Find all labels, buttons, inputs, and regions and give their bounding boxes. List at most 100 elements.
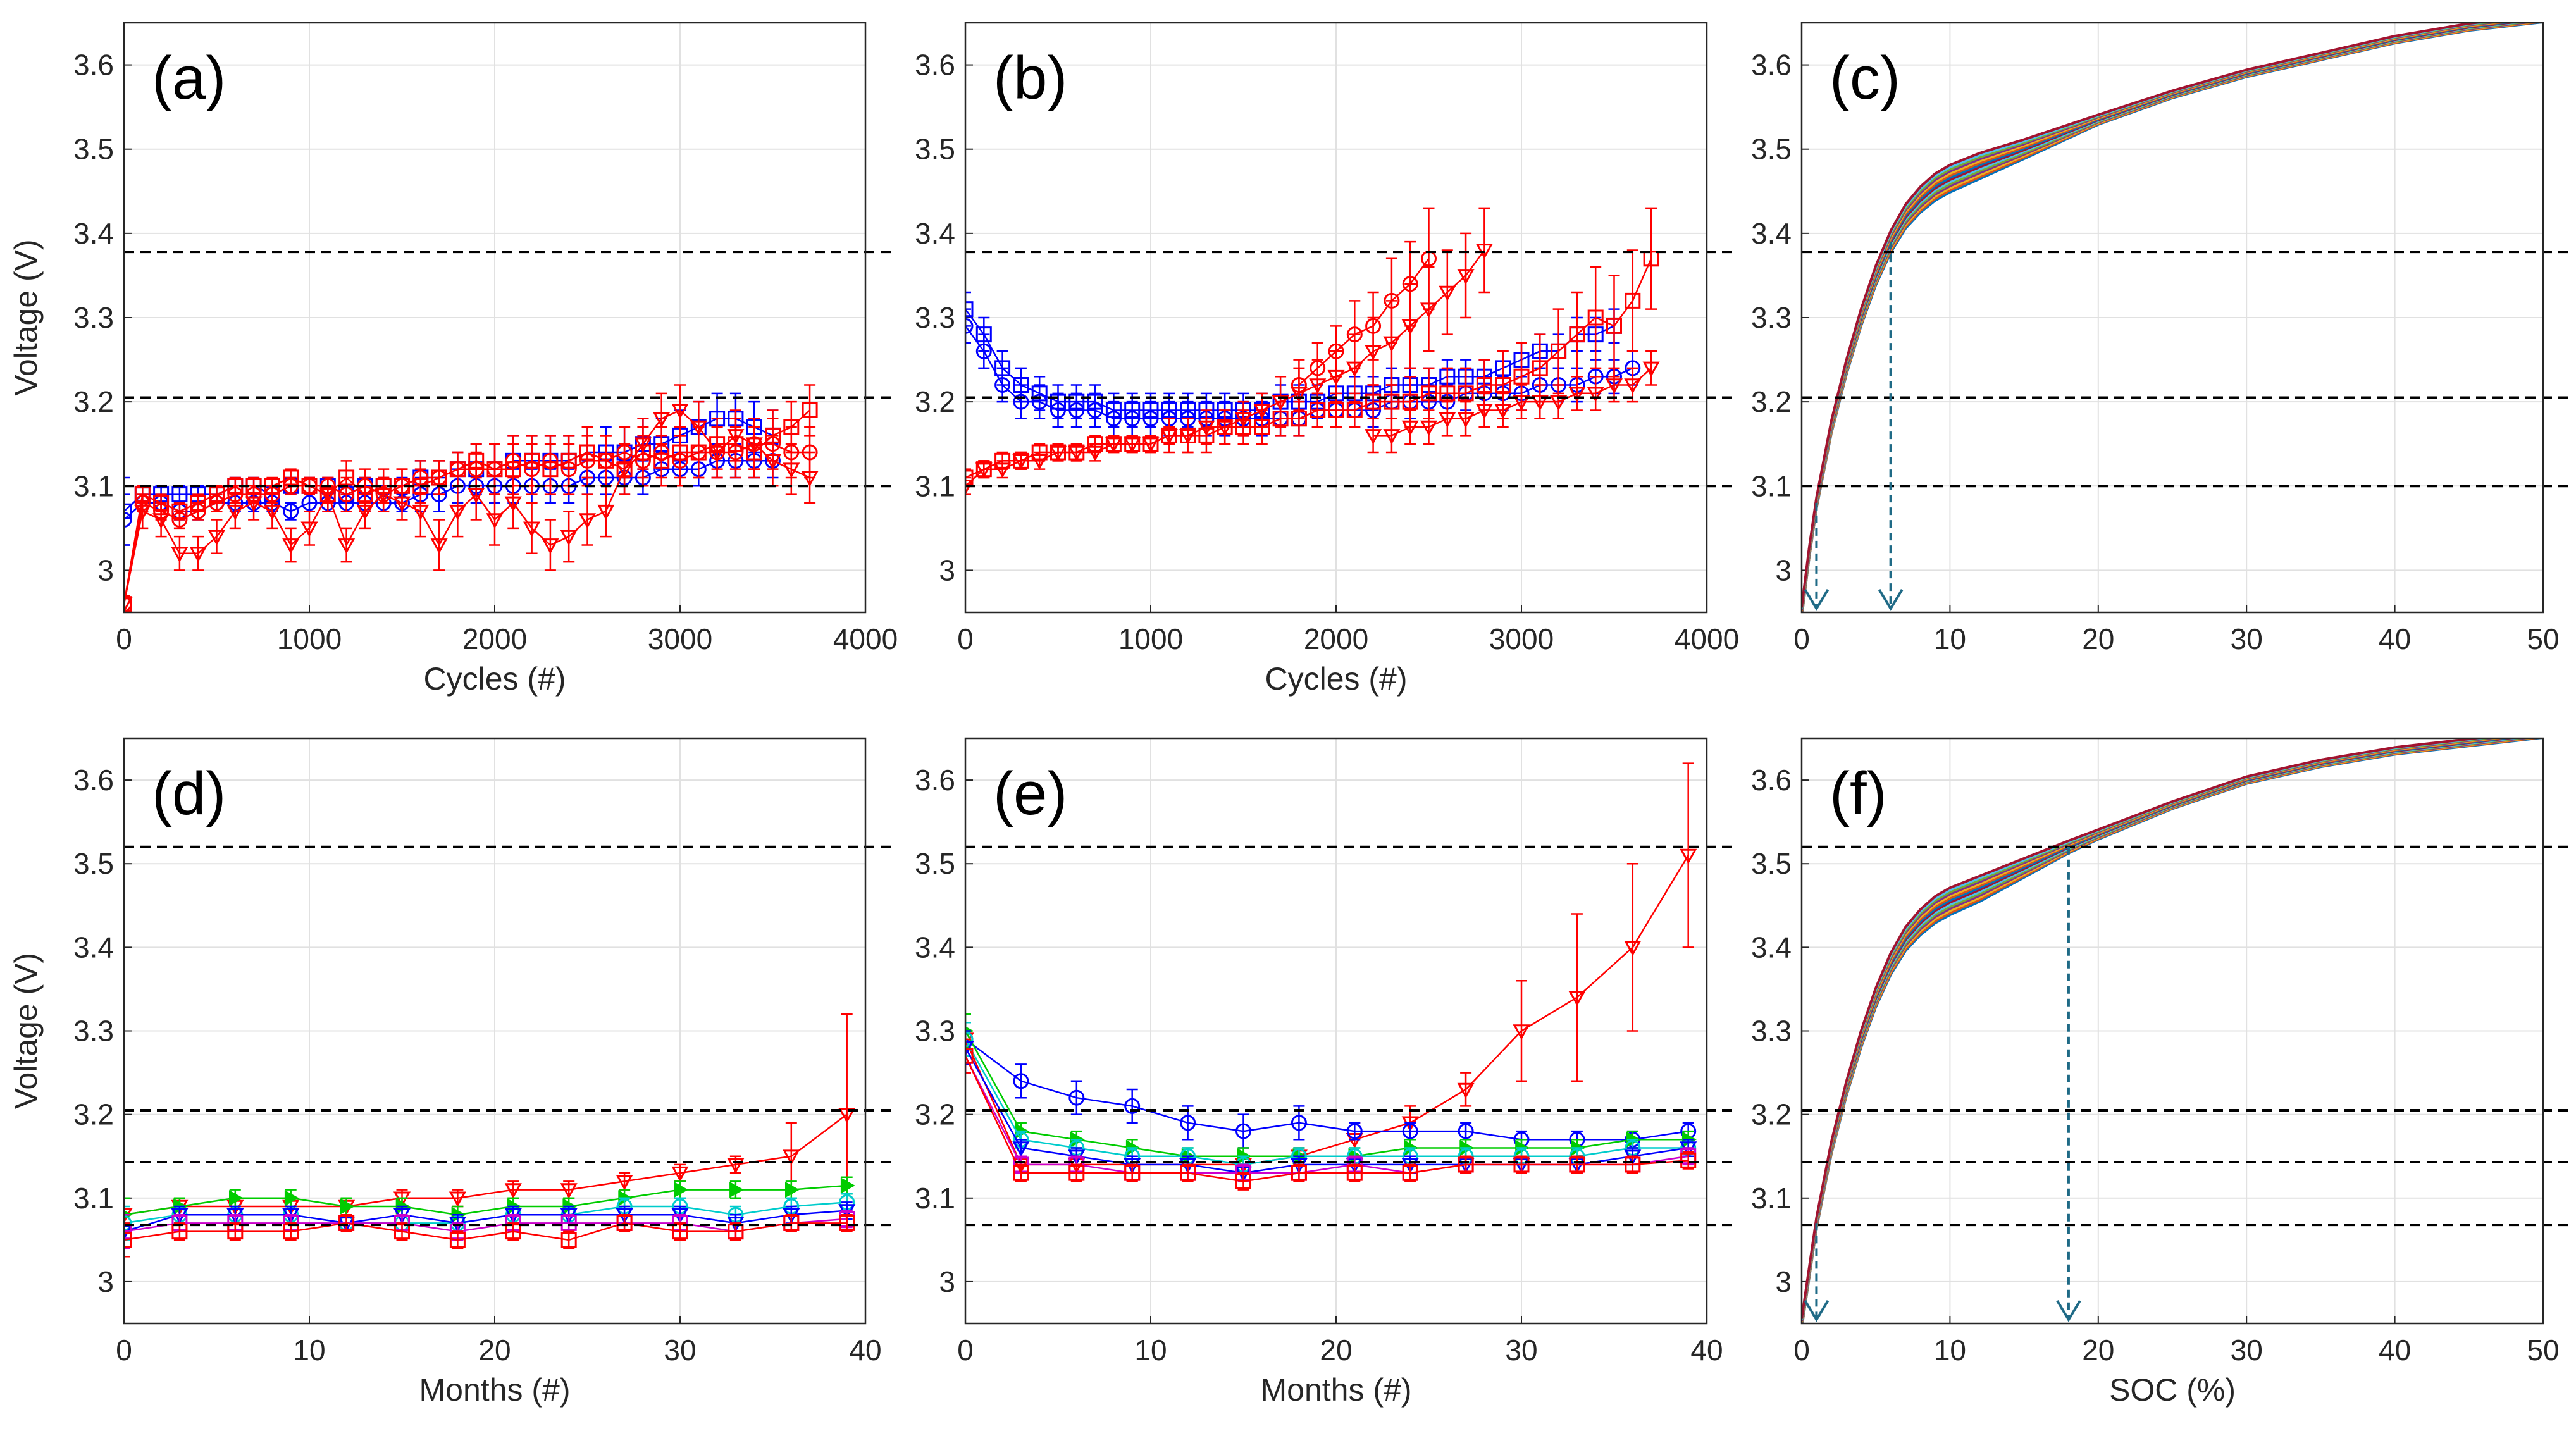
x-tick-label: 20 [1320,1334,1352,1366]
data-point [430,538,448,554]
y-tick-label: 3.1 [73,1182,114,1215]
data-point [1643,251,1659,267]
data-point [189,547,207,562]
data-point [504,1183,522,1199]
y-tick-label: 3.4 [1751,217,1792,250]
data-point [1124,1098,1141,1114]
data-point [171,486,188,503]
data-point [449,1232,466,1248]
x-tick-label: 10 [1934,1334,1966,1366]
series-line [124,1113,848,1216]
data-point [690,420,707,437]
data-point [616,462,633,478]
data-point [783,1215,800,1231]
data-point [1086,445,1104,462]
data-point [1457,269,1475,285]
y-axis-label: Voltage (V) [8,239,44,395]
data-point [431,469,447,486]
data-point [1013,393,1029,410]
data-point [1625,292,1641,309]
x-tick-label: 10 [1134,1334,1167,1366]
x-tick-label: 10 [1934,623,1966,655]
data-point [1383,429,1401,445]
data-point [1642,361,1660,377]
data-point [1365,393,1382,410]
data-point [1031,454,1048,470]
plot-content [965,207,1660,495]
panel-label: (f) [1830,760,1887,827]
data-point [1346,1165,1363,1181]
y-tick-label: 3.6 [915,49,955,82]
data-point [1050,402,1066,418]
data-point [356,504,374,521]
plot-content [124,1013,856,1258]
data-point [394,1224,410,1240]
data-point [124,1224,132,1240]
data-point [579,452,595,469]
x-tick-label: 40 [2379,1334,2411,1366]
data-point [1180,1115,1196,1131]
series-line [965,1055,1688,1182]
data-point [542,452,559,469]
panel-label: (e) [993,760,1067,827]
data-point [764,454,782,470]
data-point [1531,395,1549,411]
x-tick-label: 0 [1793,1334,1810,1366]
data-point [1568,387,1586,402]
data-point [1625,1156,1641,1173]
data-point [1142,437,1160,453]
data-point [560,1183,578,1199]
axes-box [1800,22,2544,614]
x-tick-label: 30 [1505,1334,1537,1366]
x-tick-label: 20 [478,1334,511,1366]
data-point [283,503,299,519]
x-axis-label: Months (#) [419,1372,571,1408]
data-point [1105,411,1122,427]
data-point [1365,429,1382,445]
data-point [338,538,356,554]
x-axis-label: Cycles (#) [1265,661,1407,697]
data-point [301,495,318,511]
data-point [1551,343,1567,359]
x-tick-label: 0 [116,1334,132,1366]
y-tick-label: 3.6 [73,764,114,796]
y-tick-label: 3 [97,1265,114,1298]
soc-curve [1802,738,2487,1319]
x-axis-label: Months (#) [1261,1372,1412,1408]
panel-d: 0 10 20 30 40 3 3.1 3.2 3.3 3.4 3.5 3.6 (d) Months (#… [8,737,895,1408]
data-point [1346,361,1363,377]
x-tick-label: 2000 [1304,623,1368,655]
data-point [449,504,466,521]
data-point [1013,1073,1029,1089]
y-tick-label: 3.6 [1751,49,1792,82]
data-point [1087,402,1103,418]
y-tick-label: 3.5 [915,847,955,880]
data-point [1439,285,1456,302]
data-point [1680,1152,1697,1168]
data-point [1569,326,1585,343]
data-point [338,1215,355,1231]
data-point [449,461,466,478]
series-line [965,855,1689,1166]
data-point [994,462,1012,478]
data-point [505,1224,521,1240]
y-tick-label: 3.2 [1751,385,1792,418]
y-tick-label: 3.2 [73,385,114,418]
data-point [1513,1156,1530,1173]
data-point [449,1191,466,1207]
soc-curve [1802,23,2487,608]
y-tick-label: 3.2 [1751,1098,1792,1131]
y-tick-label: 3 [97,554,114,586]
y-tick-label: 3.5 [915,133,955,166]
x-tick-label: 1000 [1118,623,1183,655]
data-point [672,452,688,469]
data-point [209,495,225,511]
data-point [468,488,485,504]
y-tick-label: 3.1 [915,1182,955,1215]
data-point [1439,385,1456,402]
data-point [207,530,226,546]
data-point [1550,395,1568,411]
data-point [1587,309,1604,326]
data-point [598,452,614,469]
data-point [1290,387,1308,402]
